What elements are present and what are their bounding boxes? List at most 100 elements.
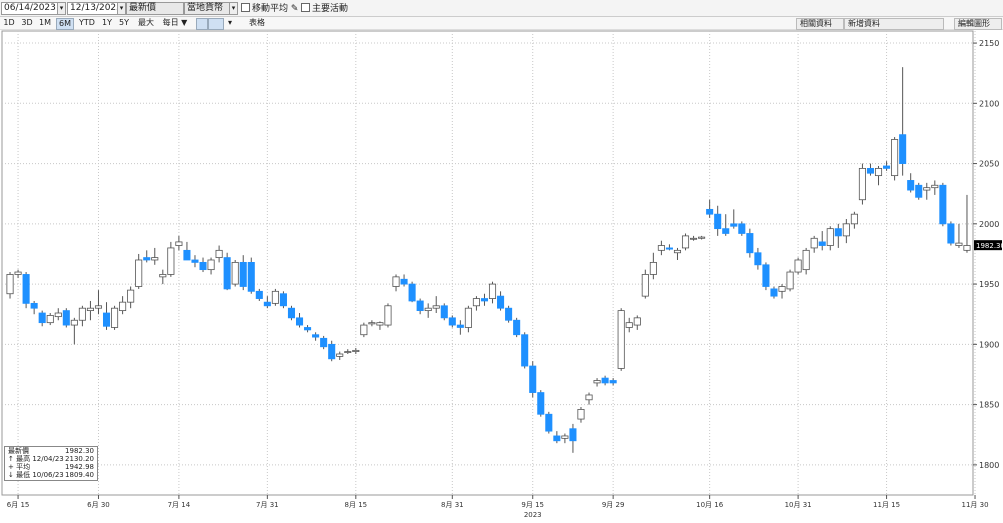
moving-avg-checkbox[interactable]: 移動平均 ✎ xyxy=(241,3,298,15)
chart-style-button[interactable] xyxy=(208,18,224,30)
candle-body-up xyxy=(432,305,440,309)
candle-body-down xyxy=(287,307,296,319)
legend-label-low: ↓ 最低 10/06/23 xyxy=(8,471,64,479)
candle xyxy=(802,247,810,275)
candle xyxy=(320,335,328,350)
candle xyxy=(521,332,529,369)
candle-body-up xyxy=(472,298,480,307)
period-1m-button[interactable]: 1M xyxy=(39,18,51,27)
candle-body-up xyxy=(593,380,601,384)
period-ytd-button[interactable]: YTD xyxy=(79,18,95,27)
candle xyxy=(135,253,143,289)
candle-body-up xyxy=(963,245,971,251)
related-data-tab[interactable]: 相關資料 xyxy=(796,18,844,30)
candle-body-up xyxy=(633,317,641,326)
candle-body-up xyxy=(810,237,818,249)
candle xyxy=(939,182,947,227)
candle-body-down xyxy=(537,392,545,415)
candle-body-down xyxy=(183,249,191,261)
chart-type-button[interactable] xyxy=(196,18,208,30)
period-3d-button[interactable]: 3D xyxy=(21,18,33,27)
edit-chart-tab[interactable]: 編輯圖形 xyxy=(954,18,1002,30)
candle-body-up xyxy=(352,349,360,352)
start-date-dropdown[interactable]: ▾ xyxy=(57,2,66,15)
candle-body-down xyxy=(569,428,577,442)
candles xyxy=(6,67,971,453)
candle xyxy=(810,235,818,253)
candle-body-up xyxy=(464,307,472,328)
candle xyxy=(899,67,907,176)
candle-body-up xyxy=(698,236,706,239)
candle xyxy=(440,303,448,321)
key-events-checkbox[interactable]: 主要活動 xyxy=(301,3,348,15)
candle-body-down xyxy=(529,365,537,393)
candle-body-down xyxy=(714,213,722,230)
period-max-button[interactable]: 最大 xyxy=(138,18,154,27)
table-button[interactable]: 表格 xyxy=(249,18,265,27)
pencil-icon[interactable]: ✎ xyxy=(290,4,299,14)
candle-body-up xyxy=(376,322,384,326)
candle-body-down xyxy=(907,180,915,191)
candle xyxy=(497,291,505,311)
candle-body-up xyxy=(690,237,698,240)
end-date-dropdown[interactable]: ▾ xyxy=(117,2,126,15)
candle-body-up xyxy=(858,167,866,201)
y-tick-label: 2150 xyxy=(979,39,999,48)
candle-body-up xyxy=(931,184,939,189)
candle xyxy=(46,313,54,326)
add-data-tab[interactable]: 新增資料 xyxy=(844,18,944,30)
candle-body-up xyxy=(850,213,858,225)
candle xyxy=(448,315,456,328)
y-tick-label: 2100 xyxy=(979,99,999,108)
candle-body-down xyxy=(400,278,408,285)
period-1d-button[interactable]: 1D xyxy=(3,18,15,27)
x-year-label: 2023 xyxy=(524,511,542,519)
candle xyxy=(231,259,239,287)
candle-body-down xyxy=(883,165,891,169)
candle-body-down xyxy=(738,223,746,234)
candle xyxy=(955,223,963,248)
candle-body-up xyxy=(119,301,127,312)
candle-body-down xyxy=(746,233,754,254)
candle xyxy=(794,257,802,275)
currency-dropdown[interactable]: ▾ xyxy=(229,2,238,15)
candle xyxy=(907,173,915,193)
price-field-select[interactable]: 最新價 xyxy=(126,2,184,15)
candle-body-up xyxy=(271,290,279,304)
candle-body-up xyxy=(424,307,432,312)
candle xyxy=(480,293,489,306)
candle xyxy=(295,313,304,328)
candle-body-down xyxy=(255,290,263,299)
start-date-input[interactable]: 06/14/2023 xyxy=(1,2,59,15)
candle-body-up xyxy=(6,274,14,295)
frequency-select[interactable]: 每日 ▼ xyxy=(162,18,188,27)
candle xyxy=(593,378,601,387)
x-tick-label: 7月 14 xyxy=(168,501,191,509)
candle-body-up xyxy=(778,286,786,292)
candle xyxy=(86,300,94,321)
legend-value-high: 2130.20 xyxy=(65,455,94,463)
period-1y-button[interactable]: 1Y xyxy=(102,18,112,27)
grid-lines xyxy=(1,30,976,496)
period-5y-button[interactable]: 5Y xyxy=(119,18,129,27)
candle-body-down xyxy=(899,134,907,164)
candle-body-up xyxy=(649,261,657,275)
candle xyxy=(400,274,408,287)
y-axis: 1800 1850 1900 1950 2000 2050 2100 2150 1982.30 xyxy=(973,39,1003,470)
period-6m-button[interactable]: 6M xyxy=(56,18,74,30)
candle-body-down xyxy=(312,334,320,338)
y-tick-label: 1850 xyxy=(979,401,999,410)
candle xyxy=(609,378,617,386)
legend-label-high: ↑ 最高 12/04/23 xyxy=(8,455,64,463)
candle-body-up xyxy=(585,394,593,401)
candle xyxy=(553,431,561,444)
candle-body-up xyxy=(786,271,794,290)
candle-body-down xyxy=(601,377,609,384)
candle-body-up xyxy=(111,307,119,328)
more-options-dropdown[interactable]: ▾ xyxy=(227,18,232,27)
end-date-input[interactable]: 12/13/2023 xyxy=(67,2,122,15)
candle xyxy=(22,272,30,309)
candle xyxy=(537,390,545,417)
candle xyxy=(239,255,247,291)
candle-body-up xyxy=(392,276,400,287)
